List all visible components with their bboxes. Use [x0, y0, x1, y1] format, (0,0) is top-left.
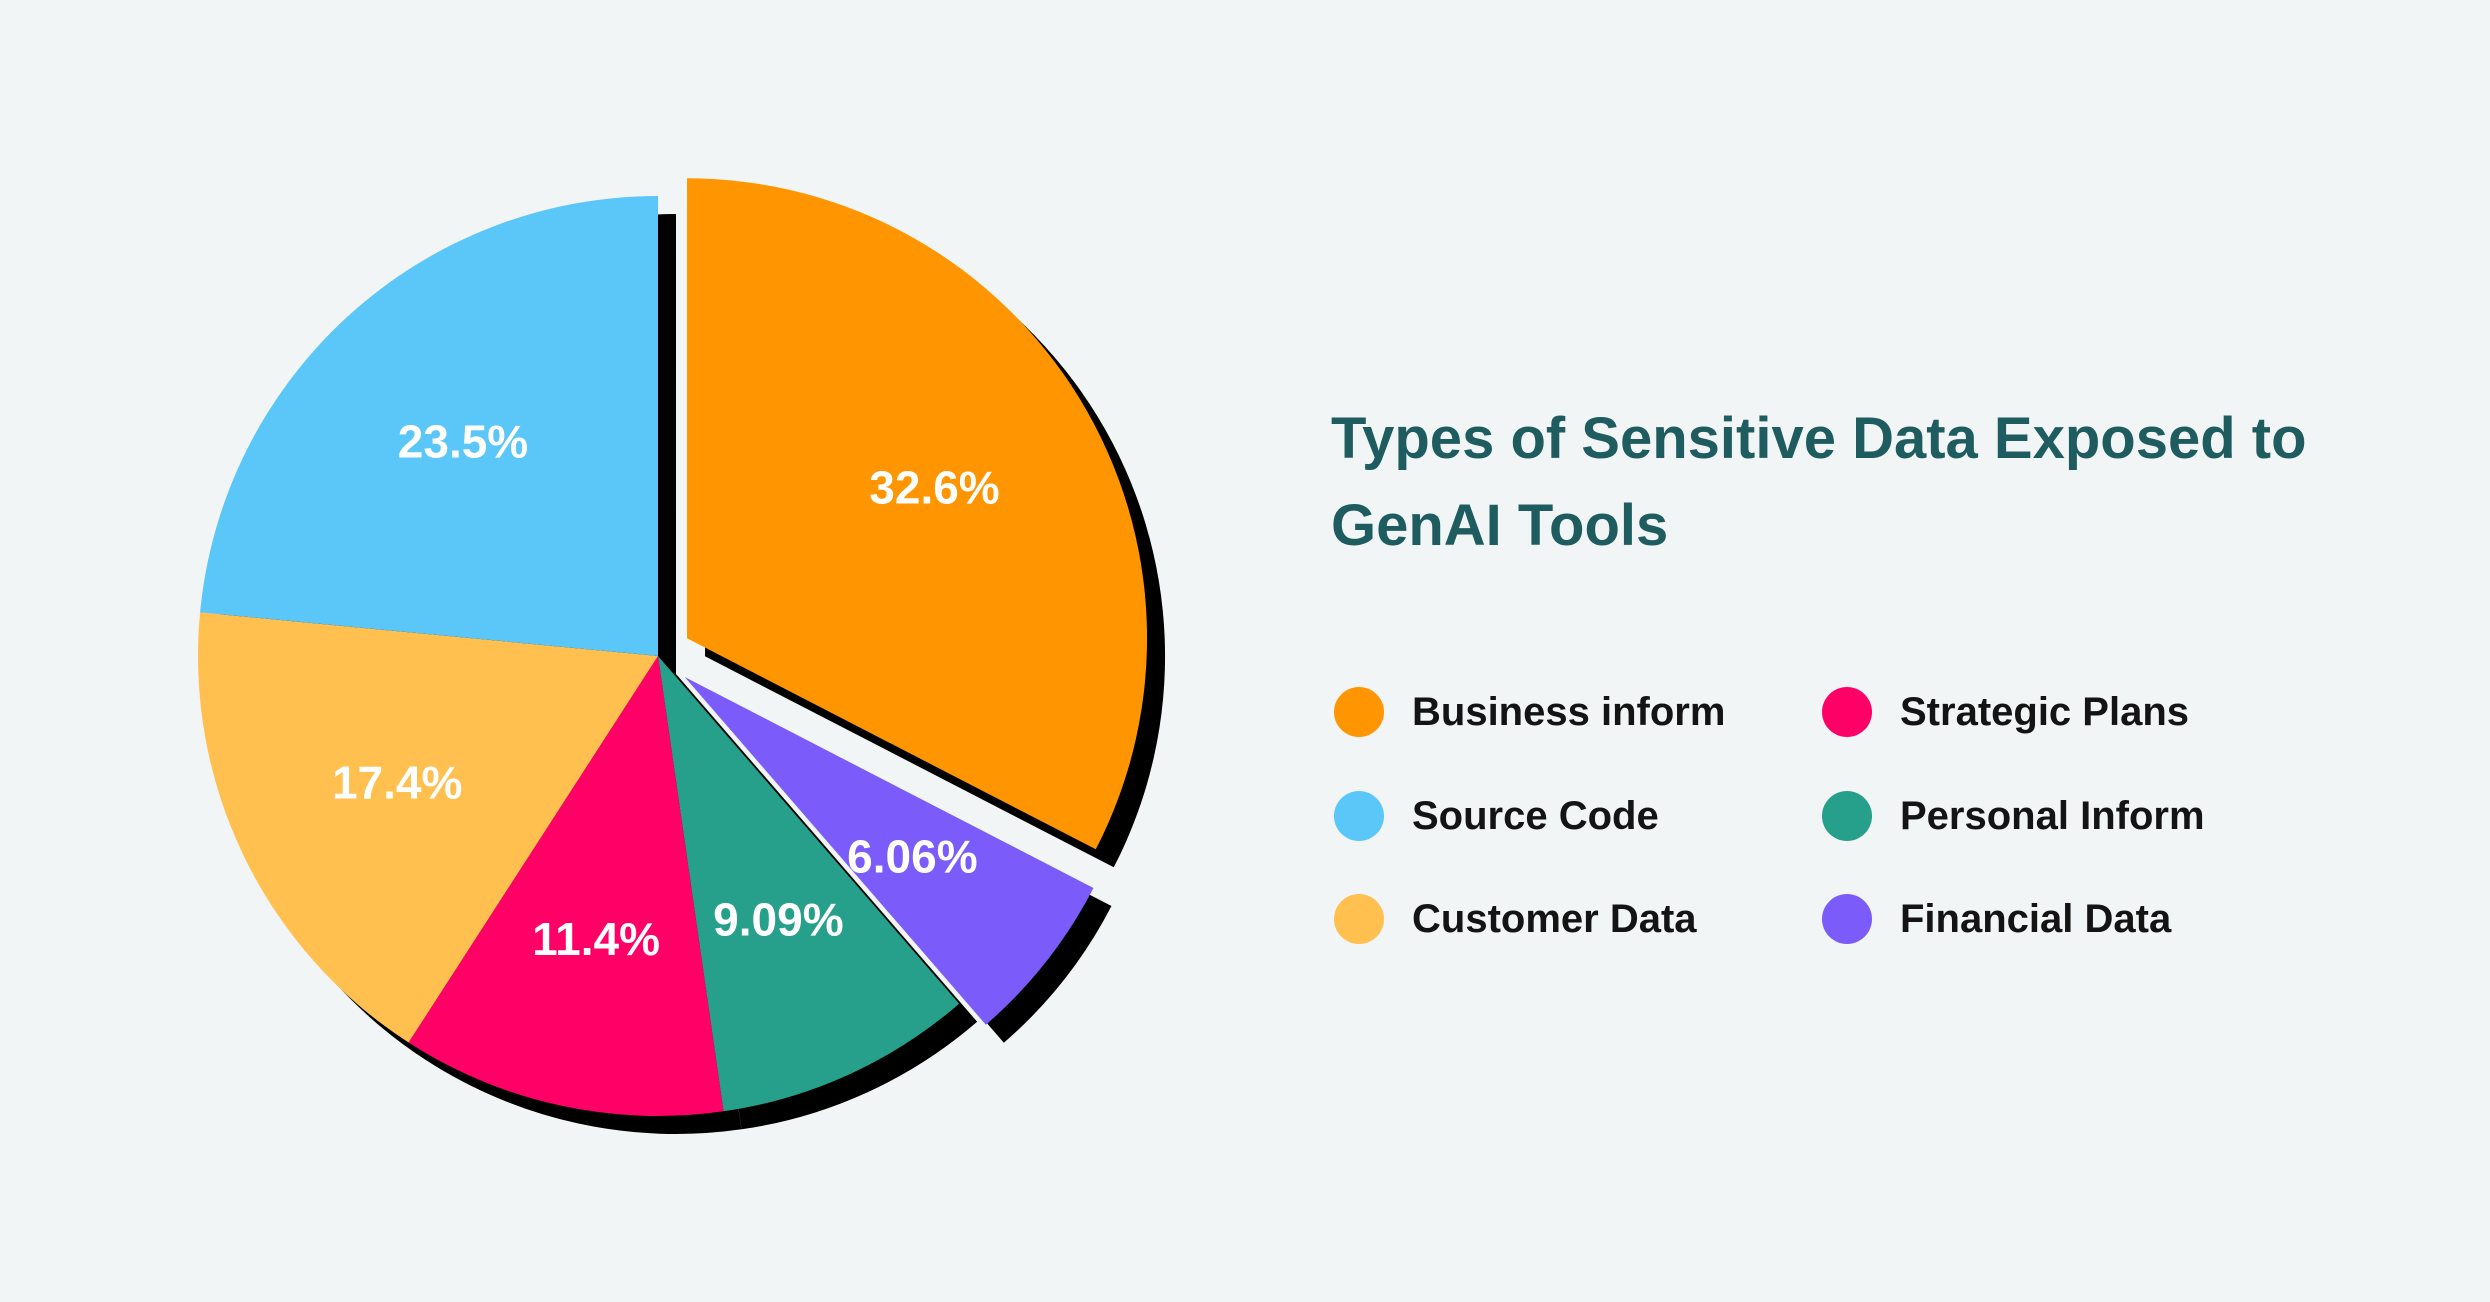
legend-item-strategic-plans: Strategic Plans [1822, 682, 2189, 742]
slice-value-label-strategic-plans: 11.4% [532, 913, 660, 965]
slice-value-label-customer-data: 17.4% [332, 756, 462, 808]
legend-item-source-code: Source Code [1334, 786, 1659, 846]
pie-slices [197, 178, 1148, 1116]
legend-swatch-financial-data [1822, 894, 1872, 944]
legend-item-financial-data: Financial Data [1822, 889, 2171, 949]
pie-slice-financial-data [684, 677, 1094, 1025]
pie-slice-source-code [200, 196, 658, 656]
legend-label-personal-inform: Personal Inform [1900, 793, 2205, 838]
chart-title: Types of Sensitive Data Exposed to GenAI… [1331, 406, 2307, 558]
pie-slice-customer-data [197, 612, 658, 1043]
legend-item-personal-inform: Personal Inform [1822, 786, 2205, 846]
legend-swatch-customer-data [1334, 894, 1384, 944]
pie-slice-labels: 32.6% 6.06%9.09% 11.4% 17.4% 23.5% [332, 416, 1000, 965]
pie-slice-strategic-plans [408, 656, 724, 1116]
legend-swatch-personal-inform [1822, 791, 1872, 841]
slice-value-label-business-inform: 32.6% [869, 462, 999, 514]
pie-slice-business-inform [687, 178, 1148, 850]
legend-label-business-inform: Business inform [1412, 689, 1726, 734]
legend-label-financial-data: Financial Data [1900, 896, 2172, 941]
legend-swatch-strategic-plans [1822, 687, 1872, 737]
legend-swatch-source-code [1334, 791, 1384, 841]
legend-label-strategic-plans: Strategic Plans [1900, 689, 2190, 734]
pie-slice-personal-inform [658, 656, 960, 1112]
slice-value-label-source-code: 23.5% [398, 416, 528, 468]
legend-swatch-business-inform [1334, 687, 1384, 737]
legend-item-business-inform: Business inform [1334, 682, 1725, 742]
slice-value-label-financial-data: 6.06% [847, 830, 977, 882]
legend-label-source-code: Source Code [1412, 793, 1659, 838]
legend-item-customer-data: Customer Data [1334, 889, 1697, 949]
legend-label-customer-data: Customer Data [1412, 896, 1697, 941]
slice-value-label-personal-inform: 9.09% [713, 894, 843, 946]
